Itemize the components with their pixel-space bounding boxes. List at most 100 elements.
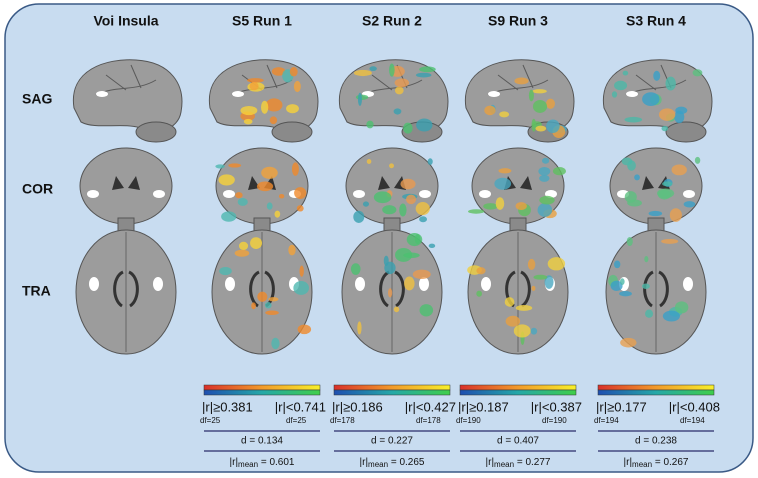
activation-blob [514, 77, 529, 85]
ventricles [113, 270, 139, 308]
activation-blob [415, 72, 432, 78]
activation-blob [620, 337, 637, 348]
threshold-low: |r|≥0.187 [458, 399, 509, 414]
insula-roi [488, 91, 500, 97]
brain-slice [602, 59, 713, 143]
activation-blob [261, 166, 278, 179]
ventricles [378, 176, 406, 190]
activation-blob [251, 302, 256, 310]
ventricles [504, 176, 532, 190]
mean-value: = 0.601 [258, 457, 295, 468]
activation-blob [499, 111, 510, 118]
cerebellum [135, 121, 177, 143]
column-title: S5 Run 1 [232, 13, 292, 29]
activation-blob [675, 106, 688, 115]
insula-roi [232, 91, 244, 97]
activation-blob [530, 327, 538, 335]
mean-value: = 0.267 [652, 457, 689, 468]
activation-blob [250, 237, 263, 250]
insula-roi [683, 190, 695, 198]
mean-subscript: mean [632, 460, 652, 469]
activation-blob [219, 266, 232, 276]
activation-blob [366, 120, 374, 129]
brain-slice [208, 59, 319, 143]
activation-blob [504, 297, 515, 307]
df-high: df=178 [416, 416, 441, 425]
activation-blob [228, 163, 242, 168]
activation-blob [621, 157, 633, 166]
ventricles [379, 270, 405, 308]
insula-roi [419, 277, 429, 291]
activation-blob [403, 252, 420, 259]
activation-blob [400, 178, 416, 190]
activation-blob [645, 309, 654, 318]
activation-blob [634, 174, 640, 181]
brain-slice [75, 229, 177, 355]
activation-blob [642, 92, 660, 107]
brain-outline [79, 147, 173, 225]
brain-slice [468, 147, 566, 233]
mean-prefix: |r| [624, 457, 633, 468]
activation-blob [611, 91, 618, 98]
activation-blob [539, 174, 550, 182]
activation-blob [289, 66, 298, 77]
insula-roi [153, 190, 165, 198]
brain-slice [464, 59, 575, 143]
brain-slice [72, 59, 183, 143]
cerebellum [271, 121, 313, 143]
activation-blob [394, 78, 410, 88]
activation-blob [406, 194, 417, 205]
insula-roi [626, 91, 638, 97]
activation-blob [626, 236, 633, 247]
activation-blob [261, 100, 269, 114]
activation-blob [515, 305, 533, 311]
activation-blob [389, 163, 394, 169]
insula-roi [225, 277, 235, 291]
colorbar-positive [459, 384, 577, 391]
brain-slice [79, 147, 173, 233]
insula-roi [153, 277, 163, 291]
activation-blob [528, 89, 534, 102]
activation-blob [619, 291, 632, 297]
brain-outline [338, 59, 449, 132]
effect-size: d = 0.134 [241, 436, 283, 447]
activation-blob [658, 108, 676, 121]
threshold-high: |r|<0.427 [405, 399, 456, 414]
activation-blob [694, 156, 701, 164]
activation-blob [268, 297, 279, 302]
activation-blob [669, 208, 682, 222]
activation-blob [240, 105, 258, 116]
insula-roi [89, 277, 99, 291]
mean-correlation: |r|mean = 0.277 [486, 457, 551, 469]
activation-blob [527, 258, 536, 270]
activation-blob [373, 191, 392, 204]
activation-blob [388, 288, 393, 298]
brain-outline [208, 59, 319, 132]
ventricles [642, 176, 670, 190]
activation-blob [403, 122, 413, 134]
activation-blob [274, 210, 281, 218]
activation-blob [495, 197, 505, 210]
brain-slice [605, 229, 707, 355]
activation-blob [237, 197, 248, 206]
activation-blob [515, 202, 527, 210]
insula-roi [353, 190, 365, 198]
df-high: df=190 [542, 416, 567, 425]
activation-blob [353, 210, 365, 223]
activation-blob [265, 98, 283, 112]
colorbar-positive [597, 384, 715, 391]
threshold-high: |r|<0.387 [531, 399, 582, 414]
activation-blob [243, 118, 253, 125]
mean-value: = 0.265 [388, 457, 425, 468]
activation-blob [264, 301, 272, 309]
colorbar-positive [333, 384, 451, 391]
column-title: Voi Insula [93, 13, 158, 29]
brain-outline [464, 59, 575, 132]
activation-blob [661, 238, 679, 244]
column-title: S3 Run 4 [626, 13, 686, 29]
activation-blob [383, 255, 389, 267]
activation-blob [662, 310, 680, 322]
activation-blob [288, 244, 296, 256]
activation-blob [657, 189, 671, 200]
brain-slice [345, 147, 439, 233]
